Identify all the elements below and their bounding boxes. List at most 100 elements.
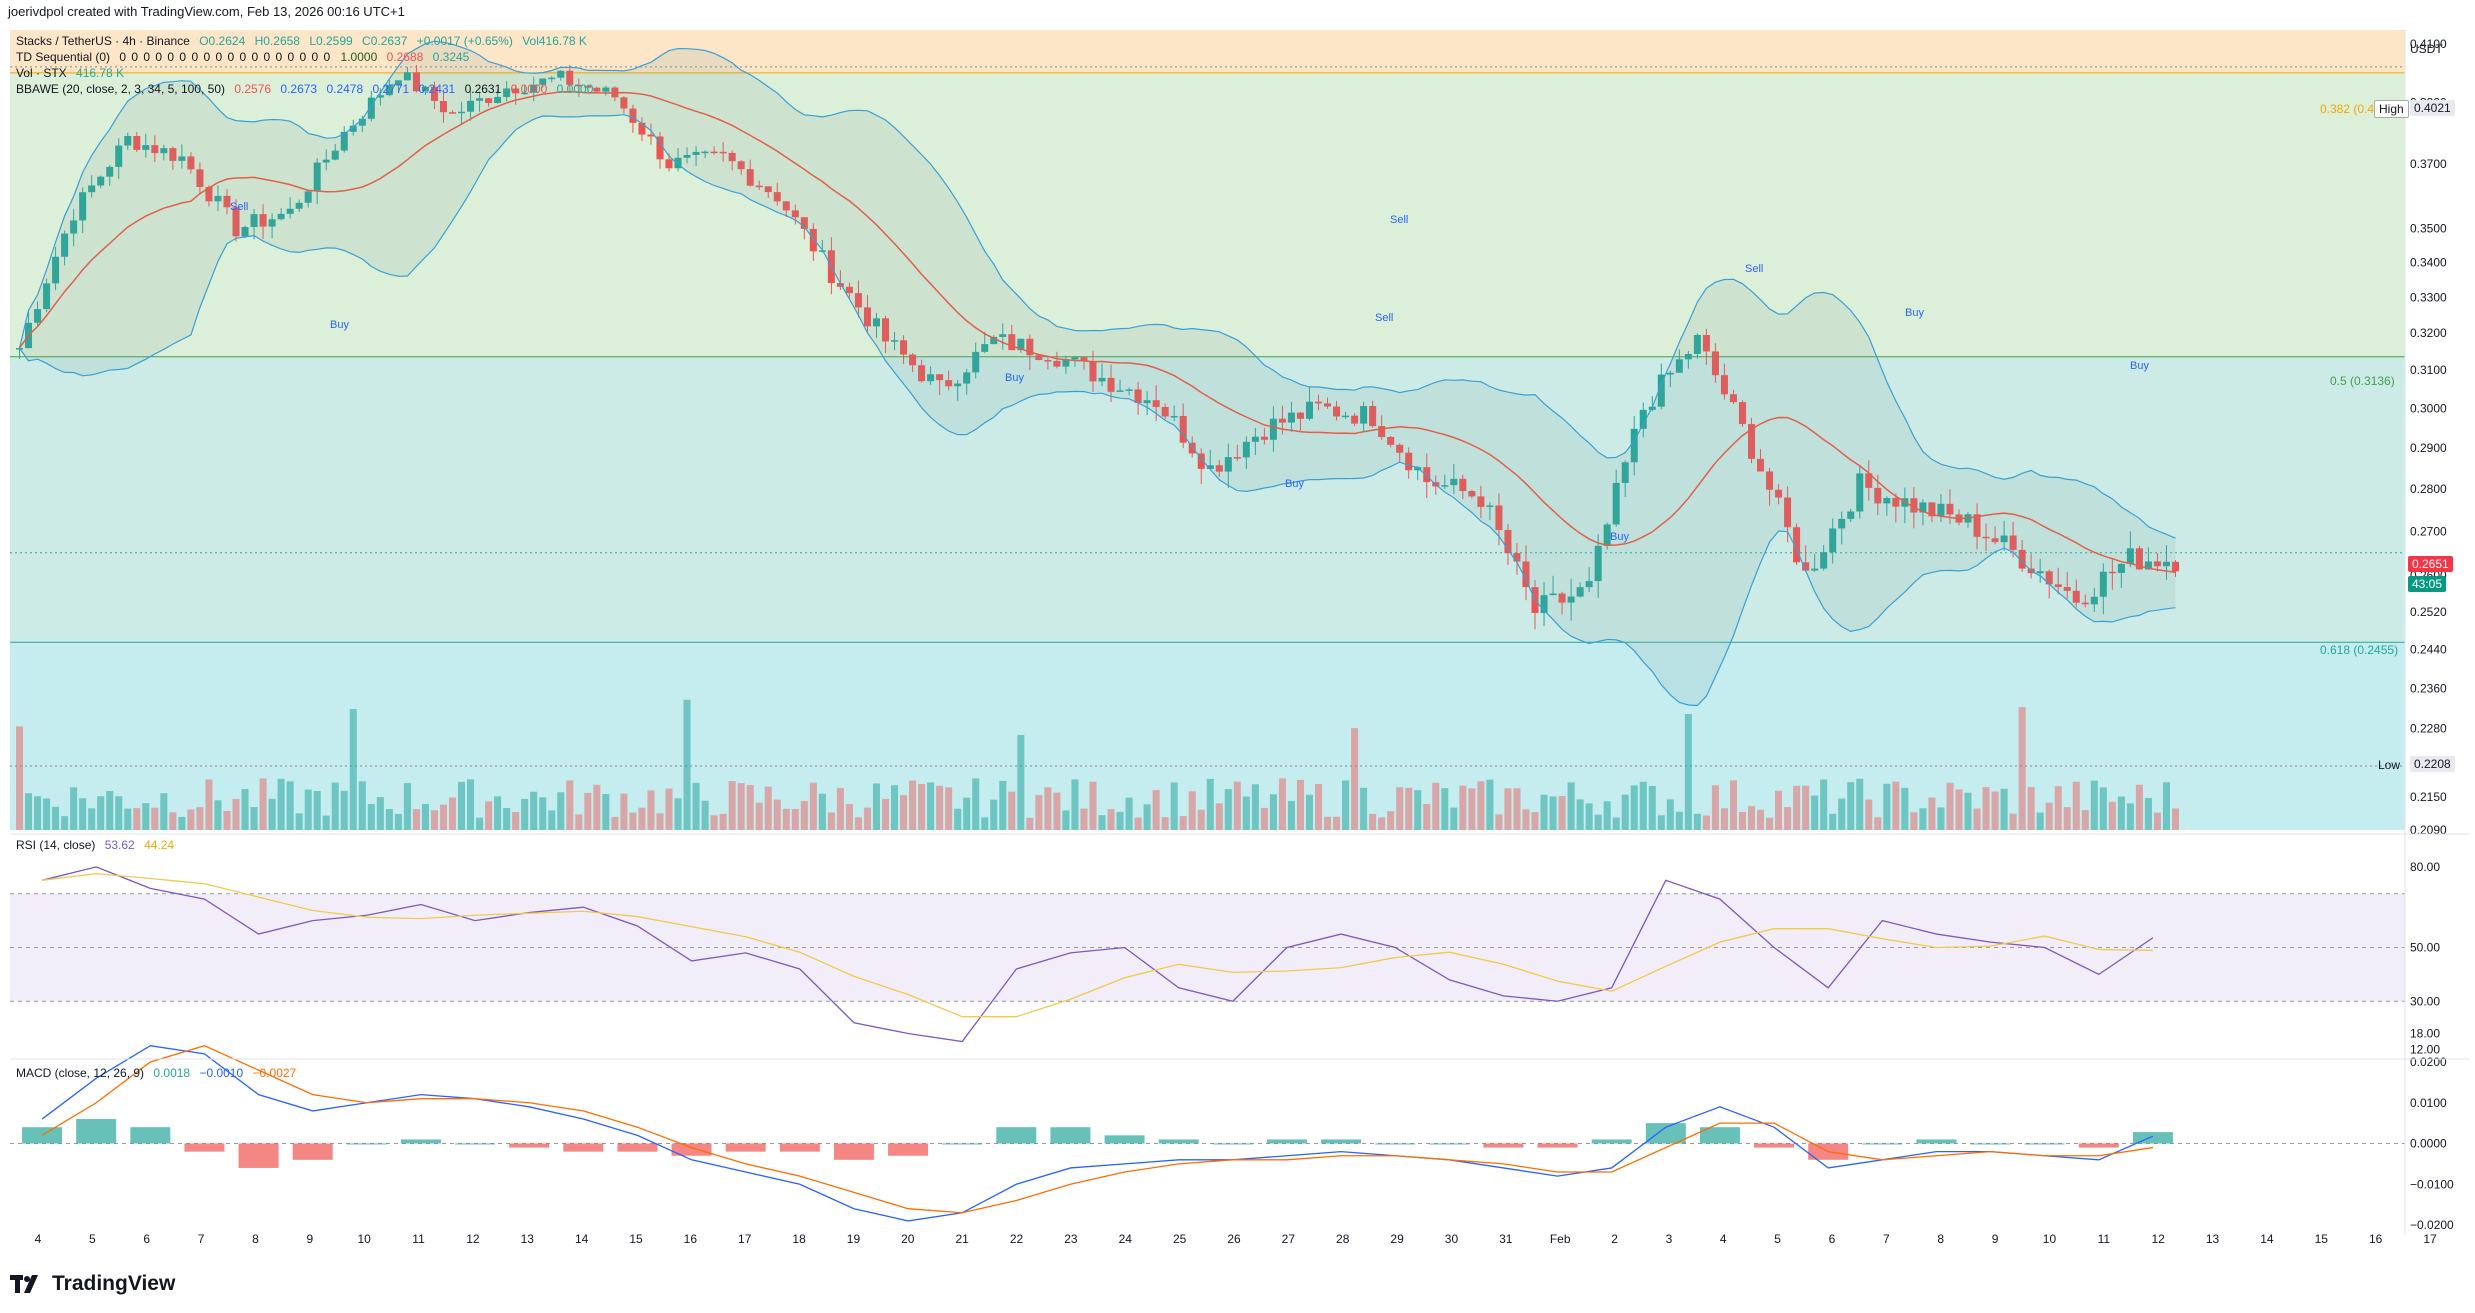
volume-bar xyxy=(1161,817,1169,830)
candle-body xyxy=(1937,503,1945,517)
candle-body xyxy=(97,176,105,186)
volume-bar xyxy=(178,816,186,830)
volume-bar xyxy=(1098,815,1106,830)
candle-body xyxy=(1351,415,1359,424)
macd-hist-bar xyxy=(2132,1132,2173,1144)
candle-body xyxy=(945,380,953,387)
sell-signal-label: Sell xyxy=(1375,312,1393,324)
volume-bar xyxy=(349,709,357,830)
td-v1: 1.0000 xyxy=(340,50,378,64)
td-label[interactable]: TD Sequential (0) xyxy=(16,50,111,64)
candle-body xyxy=(106,166,114,177)
candle-body xyxy=(900,340,908,355)
time-axis-label: 14 xyxy=(575,1232,589,1246)
candle-body xyxy=(2063,587,2071,591)
bbawe-label[interactable]: BBAWE (20, close, 2, 3, 34, 5, 100, 50) xyxy=(16,82,225,96)
volume-bar xyxy=(1242,796,1250,830)
candle-body xyxy=(467,100,475,112)
volume-bar xyxy=(1450,807,1458,830)
volume-bar xyxy=(548,810,556,830)
candle-body xyxy=(539,78,547,85)
symbol-line[interactable]: Stacks / TetherUS · 4h · Binance xyxy=(16,34,190,48)
candle-body xyxy=(1008,334,1016,351)
volume-bar xyxy=(1432,782,1440,830)
volume-bar xyxy=(133,808,141,830)
time-axis-label: 27 xyxy=(1282,1232,1296,1246)
vol-label[interactable]: Vol · STX xyxy=(16,66,67,80)
volume-bar xyxy=(1423,803,1431,830)
candle-body xyxy=(620,97,628,109)
bbawe-v6: 0.2631 xyxy=(464,82,502,96)
bollinger-basis xyxy=(18,91,2176,574)
volume-bar xyxy=(1856,778,1864,830)
candle-body xyxy=(1215,465,1223,472)
macd-hist-bar xyxy=(1699,1127,1740,1144)
volume-bar xyxy=(1233,781,1241,830)
volume-bar xyxy=(2117,796,2125,830)
volume-group xyxy=(16,699,2179,830)
volume-bar xyxy=(376,797,384,830)
candle-body xyxy=(1594,545,1602,582)
volume-bar xyxy=(521,798,529,830)
volume-bar xyxy=(800,800,808,830)
candle-body xyxy=(1675,359,1683,373)
td-values: 0 0 0 0 0 0 0 0 0 0 0 0 0 0 0 0 0 0 xyxy=(119,50,332,64)
macd-hist-bar xyxy=(671,1143,712,1156)
volume-bar xyxy=(1964,792,1972,830)
candle-body xyxy=(809,228,817,252)
volume-bar xyxy=(1603,801,1611,830)
candle-body xyxy=(1062,359,1070,367)
candle-body xyxy=(638,122,646,135)
buy-signal-label: Buy xyxy=(1905,307,1924,319)
created-by-header: joerivdpol created with TradingView.com,… xyxy=(8,4,405,19)
tradingview-logo[interactable]: TradingView xyxy=(10,1272,175,1296)
volume-bar xyxy=(1928,797,1936,830)
volume-bar xyxy=(1260,807,1268,830)
volume-bar xyxy=(187,809,195,830)
volume-bar xyxy=(1342,780,1350,830)
td-sequential-legend: TD Sequential (0) 0 0 0 0 0 0 0 0 0 0 0 … xyxy=(16,50,469,64)
macd-hist-bar xyxy=(617,1143,658,1152)
volume-bar xyxy=(872,783,880,830)
time-axis-label: 4 xyxy=(35,1232,42,1246)
volume-bar xyxy=(467,779,475,830)
candle-body xyxy=(1053,360,1061,367)
volume-bar xyxy=(313,791,321,830)
volume-bar xyxy=(918,783,926,830)
candle-body xyxy=(1269,418,1277,440)
volume-bar xyxy=(331,782,339,830)
candle-body xyxy=(70,220,78,234)
candle-body xyxy=(1775,489,1783,498)
volume-bar xyxy=(1044,787,1052,830)
volume-bar xyxy=(1910,812,1918,830)
bollinger-upper xyxy=(18,40,2176,539)
time-axis-label: 6 xyxy=(1829,1232,1836,1246)
volume-bar xyxy=(142,803,150,830)
macd-hist-bar xyxy=(184,1143,225,1152)
candle-body xyxy=(2009,535,2017,550)
volume-bar xyxy=(1558,796,1566,830)
candle-body xyxy=(891,340,899,342)
price-tick-label: 0.3500 xyxy=(2410,222,2447,236)
price-tick-label: 0.2280 xyxy=(2410,722,2447,736)
candle-body xyxy=(1071,357,1079,360)
volume-bar xyxy=(1143,804,1151,830)
candle-body xyxy=(972,351,980,373)
rsi-label[interactable]: RSI (14, close) xyxy=(16,838,96,852)
candle-body xyxy=(61,233,69,257)
candle-body xyxy=(169,148,177,161)
candle-body xyxy=(1287,412,1295,423)
macd-label[interactable]: MACD (close, 12, 26, 9) xyxy=(16,1066,145,1080)
time-axis-label: 17 xyxy=(2423,1232,2437,1246)
time-axis-label: 24 xyxy=(1119,1232,1133,1246)
volume-bar xyxy=(809,782,817,830)
candle-body xyxy=(1802,562,1810,571)
candle-body xyxy=(2054,584,2062,588)
macd-tick-label: 0.0100 xyxy=(2410,1096,2447,1110)
time-axis-label: 5 xyxy=(89,1232,96,1246)
time-axis-label: 23 xyxy=(1064,1232,1078,1246)
candle-body xyxy=(430,86,438,101)
candle-body xyxy=(575,84,583,87)
rsi-line xyxy=(41,866,2154,1043)
